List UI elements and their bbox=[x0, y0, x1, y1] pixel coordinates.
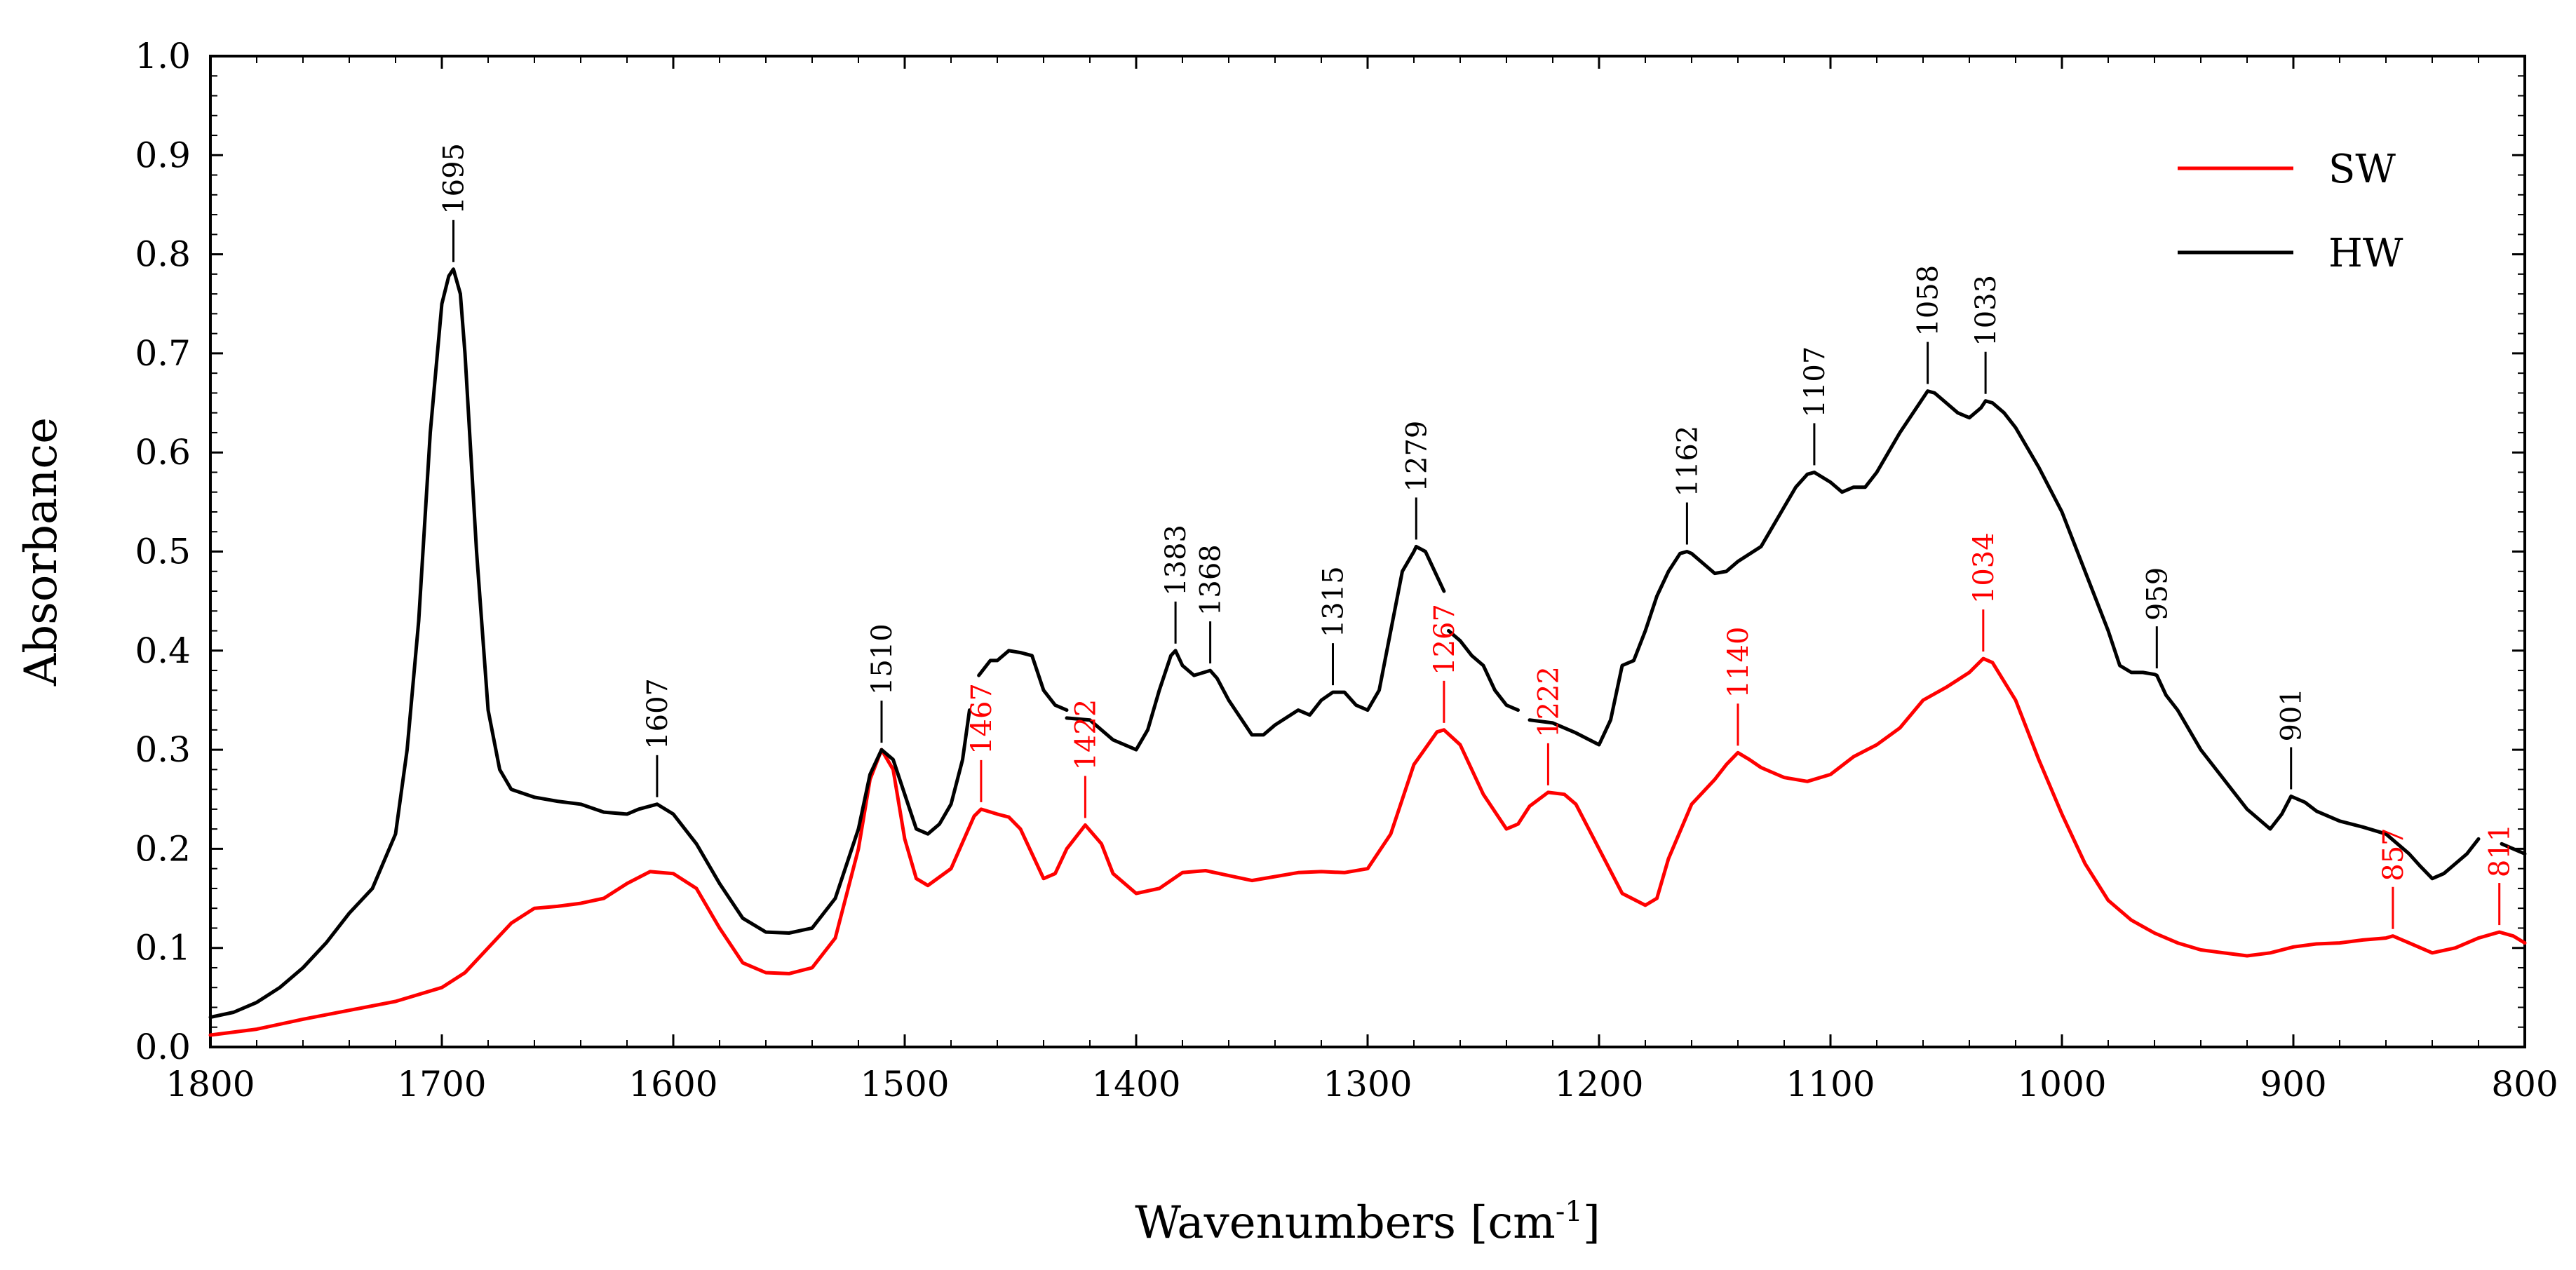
peak-label-sw-1034: 1034 bbox=[1968, 532, 2000, 604]
y-tick-label: 0.9 bbox=[135, 135, 191, 175]
peak-label-sw-857: 857 bbox=[2378, 827, 2410, 881]
peak-label-hw-1383: 1383 bbox=[1160, 525, 1192, 596]
peak-label-hw-1162: 1162 bbox=[1671, 426, 1704, 497]
peak-label-sw-1140: 1140 bbox=[1722, 627, 1755, 698]
series-line-hw-segment-0 bbox=[208, 267, 971, 1020]
x-tick-label: 1400 bbox=[1091, 1064, 1180, 1105]
series-line-sw bbox=[208, 656, 2527, 1037]
series-line-hw-segment-1 bbox=[977, 649, 1069, 712]
series-line-hw-segment-3 bbox=[1447, 629, 1520, 712]
peak-label-hw-901: 901 bbox=[2276, 688, 2308, 741]
peak-label-hw-1510: 1510 bbox=[866, 623, 898, 695]
y-axis: 0.0 0.1 0.2 0.3 0.4 0.5 0.6 0.7 0.8 0.9 1.0 bbox=[135, 36, 2525, 1067]
y-tick-label: 0.1 bbox=[135, 928, 191, 968]
x-tick-label: 1800 bbox=[166, 1064, 255, 1105]
y-tick-label: 0.8 bbox=[135, 234, 191, 275]
y-tick-label: 0.5 bbox=[135, 532, 191, 572]
x-tick-label: 1000 bbox=[2017, 1064, 2106, 1105]
legend: SW HW bbox=[2178, 147, 2403, 276]
series-layer bbox=[208, 267, 2527, 1037]
x-tick-label: 1700 bbox=[397, 1064, 486, 1105]
peak-label-hw-1368: 1368 bbox=[1195, 544, 1227, 616]
peak-label-sw-1422: 1422 bbox=[1070, 699, 1102, 771]
x-axis-label: Wavenumbers [cm-1] bbox=[1135, 1196, 1600, 1249]
y-axis-label: Absorbance bbox=[15, 417, 67, 687]
peak-label-hw-1695: 1695 bbox=[438, 143, 471, 215]
y-tick-label: 0.4 bbox=[135, 630, 191, 671]
peak-label-sw-811: 811 bbox=[2484, 824, 2516, 877]
peak-label-sw-1267: 1267 bbox=[1429, 604, 1461, 675]
peak-label-hw-1607: 1607 bbox=[642, 678, 674, 750]
y-tick-label: 0.0 bbox=[135, 1027, 191, 1067]
peak-annotations: 1467 1422 1267 1222 1140 1034 857 811 1695 1607 15… bbox=[438, 143, 2516, 929]
peak-label-hw-1033: 1033 bbox=[1970, 275, 2002, 346]
y-tick-label: 1.0 bbox=[135, 36, 191, 76]
peak-label-hw-1058: 1058 bbox=[1913, 265, 1945, 337]
series-line-hw-segment-5 bbox=[2500, 842, 2527, 856]
peak-label-hw-1279: 1279 bbox=[1401, 421, 1433, 492]
plot-area-frame bbox=[209, 55, 2526, 1048]
peak-label-sw-1222: 1222 bbox=[1532, 666, 1565, 738]
series-line-hw-segment-4 bbox=[1528, 389, 2481, 881]
peak-label-hw-1315: 1315 bbox=[1318, 566, 1350, 637]
x-tick-label: 800 bbox=[2491, 1064, 2558, 1105]
x-tick-label: 1100 bbox=[1786, 1064, 1875, 1105]
x-axis: 1800 1700 1600 1500 1400 1300 1200 1100 1000 900 8… bbox=[166, 56, 2558, 1105]
x-tick-label: 900 bbox=[2260, 1064, 2326, 1105]
x-tick-label: 1600 bbox=[628, 1064, 717, 1105]
y-tick-label: 0.2 bbox=[135, 828, 191, 869]
y-tick-label: 0.6 bbox=[135, 432, 191, 473]
legend-label-hw: HW bbox=[2328, 231, 2403, 276]
x-tick-label: 1300 bbox=[1323, 1064, 1412, 1105]
y-tick-label: 0.7 bbox=[135, 333, 191, 374]
peak-label-sw-1467: 1467 bbox=[966, 683, 998, 755]
x-tick-label: 1500 bbox=[860, 1064, 949, 1105]
x-tick-label: 1200 bbox=[1554, 1064, 1643, 1105]
series-line-hw-segment-2 bbox=[1065, 544, 1446, 752]
peak-label-hw-959: 959 bbox=[2141, 567, 2173, 621]
legend-label-sw: SW bbox=[2328, 147, 2396, 192]
y-tick-label: 0.3 bbox=[135, 729, 191, 770]
peak-label-hw-1107: 1107 bbox=[1799, 346, 1831, 418]
